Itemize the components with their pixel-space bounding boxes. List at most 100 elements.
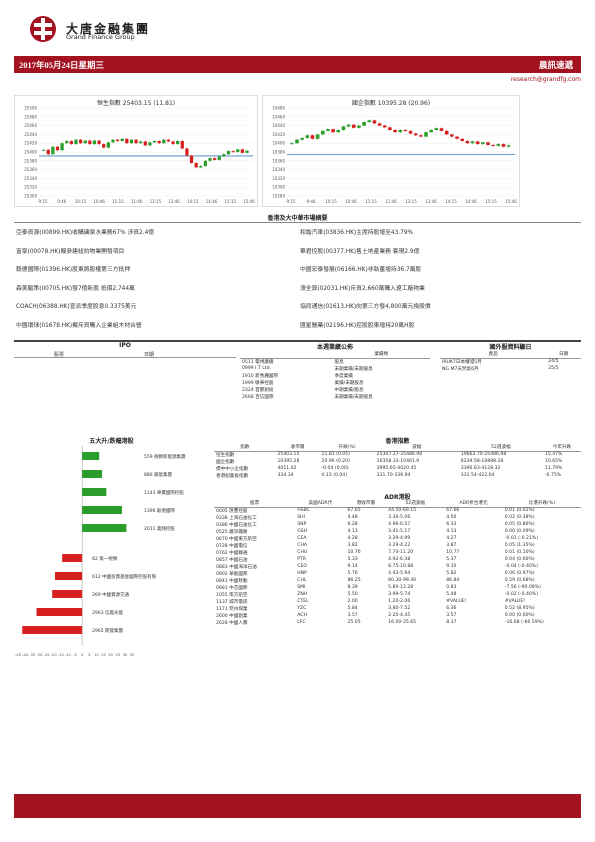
candle <box>434 128 439 130</box>
loser-bar <box>22 626 83 634</box>
y-tick-label: 25440 <box>24 132 37 137</box>
candle <box>455 136 459 139</box>
x-tick-label: 14:46 <box>465 199 477 204</box>
table-cell: 5.82 <box>446 571 457 576</box>
column-header: 52週波幅 <box>458 444 543 452</box>
table-cell: 0.02 (0.38%) <box>504 515 535 520</box>
table-cell: IRUK7日本權證5月 <box>442 359 482 365</box>
table-cell: NG M7天然氣6月 <box>442 366 479 372</box>
candle <box>377 123 382 126</box>
table-row: 0999 I.T Ltd. 末期業績/末期股息 <box>240 365 430 372</box>
table-cell: 2.25-4.45 <box>388 613 411 618</box>
table-cell: 5.37 <box>446 557 457 562</box>
hsi-chart-title: 恒生指數 25403.15 (11.81) <box>96 100 176 107</box>
y-tick-label: 10480 <box>272 106 285 111</box>
table-cell: CEO <box>297 564 307 569</box>
x-tick-label: 9:15 <box>39 199 48 204</box>
table-cell: 5.76 <box>347 571 358 576</box>
y-tick-label: 10440 <box>272 123 285 128</box>
table-cell: 2628 中國人壽 <box>216 620 248 626</box>
overseas-table: 產品 日期 IRUK7日本權證5月 24/5 NG M7天然氣6月 25/5 <box>440 351 581 372</box>
candle <box>217 156 221 160</box>
table-cell: 0728 中國電信 <box>216 543 248 549</box>
table-cell: CEA <box>297 536 307 541</box>
loser-label: 612 中國投資基金國際控股有限 <box>92 573 157 580</box>
gainer-label: 1143 華寶國際控股 <box>144 489 184 496</box>
candle <box>148 142 152 146</box>
candle <box>439 128 444 131</box>
candle <box>393 130 397 133</box>
table-cell: 4.13 <box>446 529 457 534</box>
table-cell: -0.04 (-0.40%) <box>504 564 538 569</box>
table-cell: 0857 中國石油 <box>216 557 248 563</box>
column-header: 52週波幅 <box>386 500 445 508</box>
table-cell: 2324 首都創投 <box>242 387 274 393</box>
candle <box>231 151 235 153</box>
table-header-row: 產品 日期 <box>440 351 581 359</box>
table-cell: 1.20-2.06 <box>388 599 411 604</box>
ipo-col-stock: 股票 <box>54 352 65 358</box>
table-row: 1999 敏華控股 業績/末期股息 <box>240 379 430 386</box>
candle <box>419 135 423 137</box>
y-tick-label: 25360 <box>24 167 37 172</box>
table-cell: #VALUE! <box>446 599 467 604</box>
table-row: 標中中小企指數 4011.02 -0.04 (0.00) 3995.65-4020.4… <box>214 465 581 472</box>
candle <box>222 154 226 157</box>
table-row: 1910 新秀麗國際 季度業績 <box>240 372 430 379</box>
table-cell: 25403.15 <box>277 452 300 458</box>
table-cell: 末期業績/末期股息 <box>334 394 373 400</box>
table-row: 香港創業板指數 334.34 0.15 (0.04) 331.70-336.94 331… <box>214 472 581 479</box>
candle <box>460 138 464 141</box>
hk-index-title: 香港指數 <box>385 438 410 445</box>
ipo-col-date: 日期 <box>144 352 155 358</box>
table-cell: 0.06 (0.97%) <box>504 571 535 576</box>
loser-label: 2965 開發集團 <box>92 627 123 634</box>
table-cell: 0.00 (0.09%) <box>504 529 535 534</box>
table-cell: 4.50 <box>446 515 457 520</box>
candle <box>475 141 480 145</box>
logo-chinese-name: 大唐金融集團 <box>66 22 151 36</box>
table-cell: 44.50-69.15 <box>388 508 417 514</box>
table-cell: 4011.02 <box>277 466 297 471</box>
divider <box>14 340 581 342</box>
y-tick-label: 10300 <box>272 185 285 190</box>
table-row: 0525 廣深鐵路 GSH 4.13 3.41-5.17 4.13 0.00 (0.09%… <box>214 528 581 535</box>
table-cell: 3.29-4.22 <box>388 543 411 548</box>
loser-bar <box>62 554 83 562</box>
candle <box>166 139 171 142</box>
candle <box>486 142 490 145</box>
table-cell: 股息 <box>334 359 344 365</box>
x-tick-label: 15:15 <box>225 199 237 204</box>
candle <box>115 139 120 141</box>
table-cell: PTR <box>297 557 307 562</box>
table-row: 0883 中國海洋石油 CEO 9.14 8.75-10.88 9.10 -0.04 (-… <box>214 563 581 570</box>
news-item: 濠全算(02031.HK)斥資2,660萬購入遼工廠物業 <box>300 285 425 292</box>
y-tick-label: 10380 <box>272 150 285 155</box>
table-row: 2324 首都創投 中期業績/股息 <box>240 386 430 393</box>
candle <box>42 149 46 151</box>
title-bar: 2017年05月24日星期三 晨訊速遞 <box>14 56 581 73</box>
table-cell: 0981 中芯國際 <box>216 585 248 591</box>
market-summary-title: 香港及大中華市場摘要 <box>267 215 328 222</box>
table-cell: 3995.65-4020.45 <box>376 466 417 471</box>
candle <box>83 140 87 144</box>
candle <box>320 130 325 135</box>
table-cell: 3.57 <box>446 613 457 618</box>
contact-email[interactable]: research@grandfg.com <box>510 76 581 83</box>
table-cell: 恒生指數 <box>216 452 235 458</box>
table-cell: 國企指數 <box>216 459 235 465</box>
candle <box>176 141 180 145</box>
candle <box>106 142 110 148</box>
table-row: 0728 中國電信 CHA 3.82 3.29-4.22 3.87 0.05 (1.35%… <box>214 542 581 549</box>
candle <box>496 144 501 146</box>
x-tick-label: 11:46 <box>385 199 397 204</box>
table-cell: 1171 兗州煤業 <box>216 606 248 612</box>
candle <box>134 139 138 144</box>
table-cell: -6.75% <box>544 473 562 478</box>
x-tick-label: 11:15 <box>112 199 124 204</box>
table-cell: 9.10 <box>446 564 457 569</box>
logo-english-name: Grand Finance Group <box>66 33 135 41</box>
table-cell: CTEL <box>297 599 309 604</box>
table-row: 0981 中芯國際 SMI 8.39 5.80-12.28 0.83 -7.56 (-90… <box>214 584 581 591</box>
candle <box>139 141 143 144</box>
